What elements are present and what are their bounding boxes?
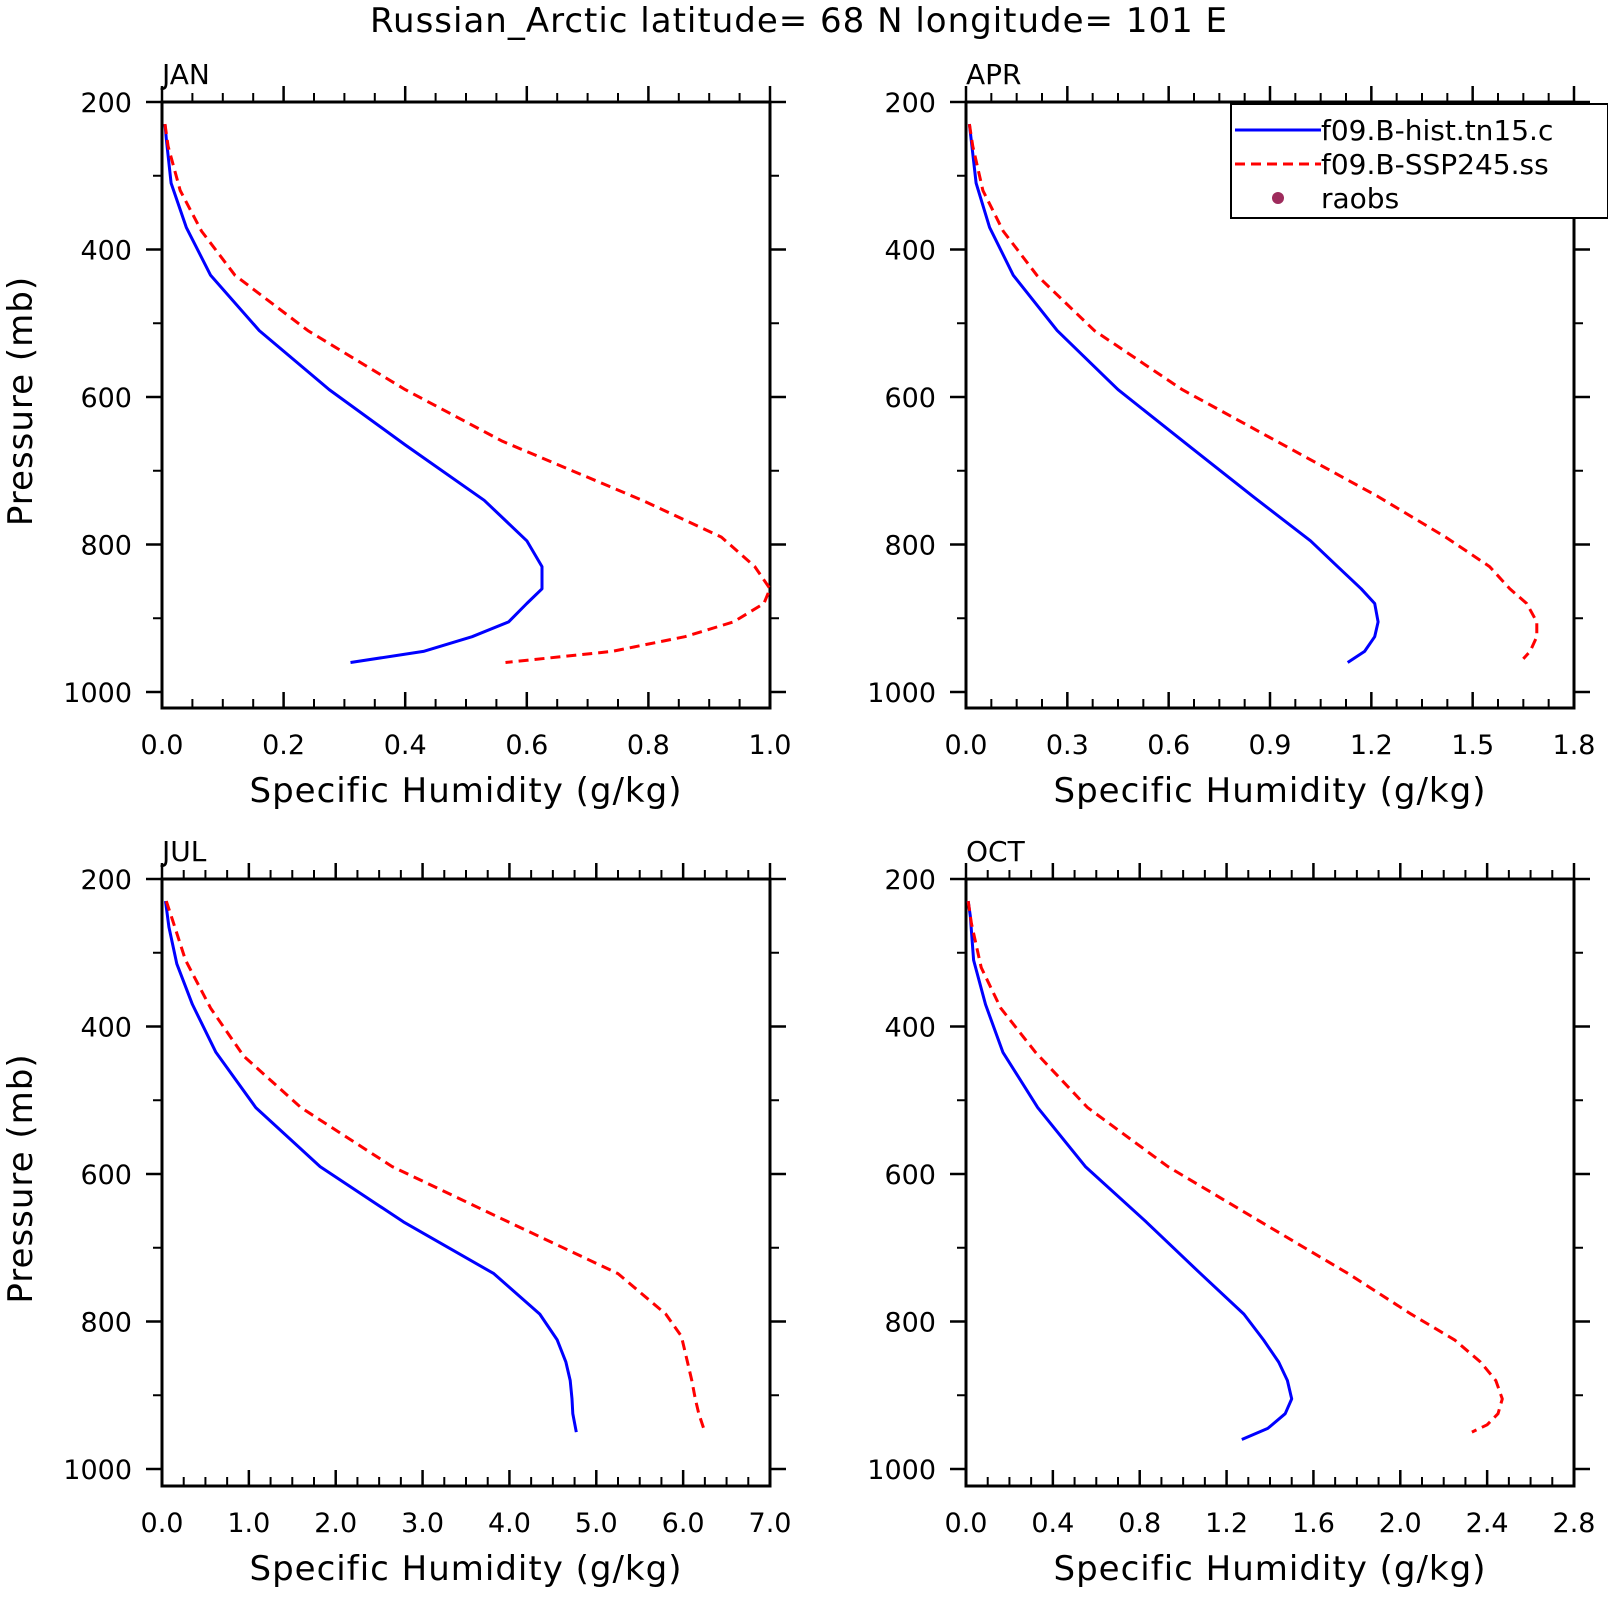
x-axis-label-apr: Specific Humidity (g/kg) — [1054, 771, 1487, 811]
plot-frame-oct — [964, 877, 1576, 1488]
x-tick-label: 0.4 — [1031, 1508, 1074, 1539]
legend-box — [1230, 103, 1608, 219]
panel-jan: JAN 0.0 0.2 0.4 0.6 0.8 1.0 200 400 600 800 1000 Spe… — [1, 58, 791, 811]
y-tick-label: 800 — [80, 1308, 132, 1339]
x-tick-label: 0.9 — [1249, 730, 1292, 761]
x-tick-label: 0.8 — [1118, 1508, 1161, 1539]
x-tick-label: 0.6 — [1147, 730, 1190, 761]
series-hist-line-apr — [967, 123, 1380, 664]
y-tick-label: 600 — [884, 1160, 936, 1191]
series-hist-line-jul — [164, 900, 578, 1433]
x-tick-label: 0.0 — [141, 730, 184, 761]
x-tick-label: 2.4 — [1466, 1508, 1509, 1539]
x-tick-label: 0.3 — [1046, 730, 1089, 761]
x-tick-label: 1.2 — [1350, 730, 1393, 761]
series-hist-line-jan — [163, 123, 544, 664]
y-tick-label: 800 — [80, 531, 132, 562]
plot-frame-jul — [160, 877, 772, 1488]
y-tick-label: 800 — [884, 1308, 936, 1339]
x-tick-label: 2.0 — [314, 1508, 357, 1539]
y-tick-label: 1000 — [867, 678, 936, 709]
y-tick-label: 1000 — [63, 678, 132, 709]
x-tick-label: 3.0 — [401, 1508, 444, 1539]
x-tick-label: 2.0 — [1379, 1508, 1422, 1539]
y-tick-label: 400 — [884, 236, 936, 267]
x-axis-label-oct: Specific Humidity (g/kg) — [1054, 1549, 1487, 1589]
series-ssp245-line-jan — [163, 123, 772, 664]
x-tick-label: 0.0 — [141, 1508, 184, 1539]
x-tick-label: 1.8 — [1553, 730, 1596, 761]
y-tick-label: 1000 — [63, 1455, 132, 1486]
y-axis-label-jan: Pressure (mb) — [1, 276, 41, 526]
panel-label-jul: JUL — [160, 835, 207, 868]
y-tick-label: 200 — [884, 865, 936, 896]
y-tick-label: 1000 — [867, 1455, 936, 1486]
y-tick-label: 400 — [884, 1013, 936, 1044]
x-tick-label: 4.0 — [488, 1508, 531, 1539]
x-tick-label: 1.2 — [1205, 1508, 1248, 1539]
panel-apr: APR 0.0 0.3 0.6 0.9 1.2 1.5 1.8 200 400 600 800 1000… — [867, 58, 1595, 811]
legend-label-2: raobs — [1321, 182, 1399, 215]
y-tick-label: 200 — [80, 88, 132, 119]
x-tick-label: 0.4 — [384, 730, 427, 761]
series-ssp245-line-oct — [966, 900, 1504, 1434]
y-axis-label-jul: Pressure (mb) — [1, 1053, 41, 1303]
y-tick-label: 800 — [884, 531, 936, 562]
x-tick-label: 7.0 — [749, 1508, 792, 1539]
x-tick-label: 1.0 — [749, 730, 792, 761]
legend-label-0: f09.B-hist.tn15.c — [1321, 114, 1553, 147]
series-ssp245-line-jul — [164, 900, 707, 1433]
y-tick-label: 400 — [80, 236, 132, 267]
x-tick-label: 5.0 — [575, 1508, 618, 1539]
x-axis-label-jan: Specific Humidity (g/kg) — [250, 771, 683, 811]
y-tick-label: 600 — [80, 383, 132, 414]
y-tick-label: 200 — [884, 88, 936, 119]
legend-marker-raobs — [1272, 192, 1284, 204]
y-tick-label: 400 — [80, 1013, 132, 1044]
panel-jul: JUL 0.0 1.0 2.0 3.0 4.0 5.0 6.0 7.0 200 400 600 800 1… — [1, 835, 791, 1589]
chart-title: Russian_Arctic latitude= 68 N longitude=… — [370, 1, 1228, 41]
x-tick-label: 1.6 — [1292, 1508, 1335, 1539]
x-axis-label-jul: Specific Humidity (g/kg) — [250, 1549, 683, 1589]
x-tick-label: 0.0 — [945, 1508, 988, 1539]
x-tick-label: 0.8 — [627, 730, 670, 761]
x-tick-label: 0.0 — [945, 730, 988, 761]
panel-oct: OCT 0.0 0.4 0.8 1.2 1.6 2.0 2.4 2.8 200 400 600 800 1… — [867, 835, 1595, 1589]
x-tick-label: 1.0 — [227, 1508, 270, 1539]
panel-label-apr: APR — [966, 58, 1022, 91]
x-tick-label: 2.8 — [1553, 1508, 1596, 1539]
panel-label-oct: OCT — [966, 835, 1026, 868]
series-ssp245-line-apr — [967, 123, 1539, 660]
x-tick-label: 0.2 — [262, 730, 305, 761]
x-tick-label: 6.0 — [662, 1508, 705, 1539]
x-tick-label: 0.6 — [505, 730, 548, 761]
y-tick-label: 200 — [80, 865, 132, 896]
panel-label-jan: JAN — [160, 58, 210, 91]
x-tick-label: 1.5 — [1451, 730, 1494, 761]
y-tick-label: 600 — [80, 1160, 132, 1191]
legend-label-1: f09.B-SSP245.ss — [1321, 148, 1549, 181]
y-tick-label: 600 — [884, 383, 936, 414]
plot-frame-jan — [160, 100, 772, 710]
series-hist-line-oct — [966, 900, 1294, 1441]
